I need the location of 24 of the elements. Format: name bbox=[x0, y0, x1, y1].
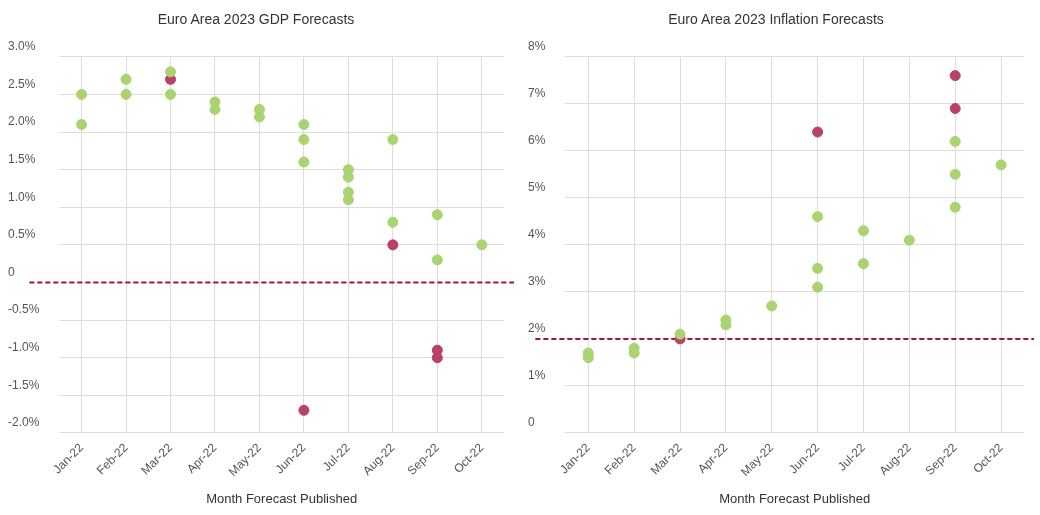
y-tick-label: -1.0% bbox=[8, 340, 40, 355]
x-axis-title: Month Forecast Published bbox=[719, 490, 871, 506]
y-tick-label: 1.0% bbox=[8, 189, 36, 204]
chart-title: Euro Area 2023 GDP Forecasts bbox=[157, 11, 355, 28]
y-tick-label: 8% bbox=[528, 39, 546, 54]
y-tick-label: 6% bbox=[528, 133, 546, 148]
y-tick-label: -0.5% bbox=[8, 302, 40, 317]
y-tick-label: -2.0% bbox=[8, 415, 40, 430]
y-tick-label: 4% bbox=[528, 227, 546, 242]
y-tick-label: 5% bbox=[528, 180, 546, 195]
y-tick-label: 2.0% bbox=[8, 114, 36, 129]
y-tick-label: 7% bbox=[528, 86, 546, 101]
y-tick-label: 2.5% bbox=[8, 76, 36, 91]
y-tick-label: 0 bbox=[528, 415, 535, 430]
y-tick-label: 1% bbox=[528, 368, 546, 383]
x-axis-title: Month Forecast Published bbox=[206, 490, 358, 506]
y-tick-label: 3.0% bbox=[8, 39, 36, 54]
chart-title: Euro Area 2023 Inflation Forecasts bbox=[668, 11, 884, 28]
y-tick-label: -1.5% bbox=[8, 377, 40, 392]
y-tick-label: 2% bbox=[528, 321, 546, 336]
y-tick-label: 0 bbox=[8, 264, 15, 279]
y-tick-label: 1.5% bbox=[8, 151, 36, 166]
y-tick-label: 0.5% bbox=[8, 227, 36, 242]
y-tick-label: 3% bbox=[528, 274, 546, 289]
